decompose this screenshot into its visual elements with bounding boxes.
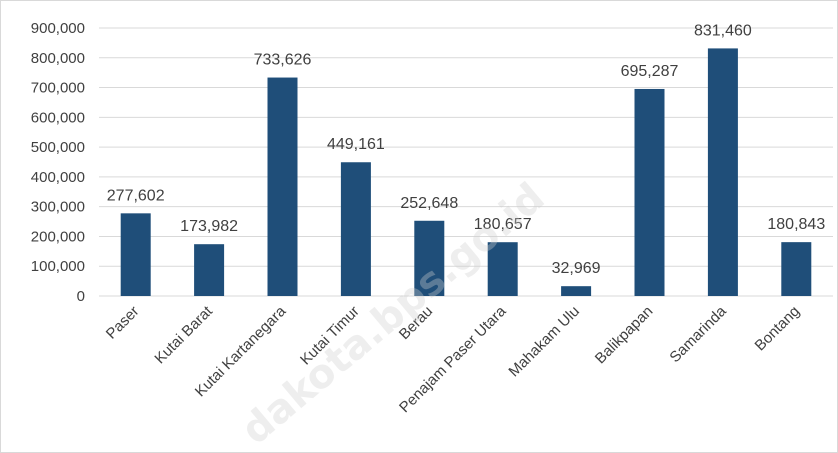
bar xyxy=(340,162,371,296)
y-tick-label: 300,000 xyxy=(31,199,85,216)
category-label: Kutai Barat xyxy=(151,302,216,367)
category-label: Samarinda xyxy=(666,302,730,366)
bar xyxy=(194,244,225,296)
bars xyxy=(120,48,812,297)
category-label: Bontang xyxy=(752,303,804,355)
data-label: 449,161 xyxy=(327,136,385,153)
data-label: 180,657 xyxy=(474,216,532,233)
bar xyxy=(120,213,151,296)
bar xyxy=(561,286,592,296)
bar xyxy=(781,242,812,296)
y-tick-label: 200,000 xyxy=(31,228,85,245)
y-tick-label: 700,000 xyxy=(31,80,85,97)
y-tick-label: 100,000 xyxy=(31,258,85,275)
y-axis-ticks: 0 100,000 200,000 300,000 400,000 500,000 600,… xyxy=(31,20,85,305)
data-label: 733,626 xyxy=(254,52,312,69)
bar xyxy=(267,77,298,296)
y-tick-label: 600,000 xyxy=(31,109,85,126)
y-tick-label: 500,000 xyxy=(31,139,85,156)
bar xyxy=(414,220,445,296)
y-tick-label: 900,000 xyxy=(31,20,85,37)
category-label: Mahakam Ulu xyxy=(505,303,582,380)
y-tick-label: 400,000 xyxy=(31,169,85,186)
data-label: 32,969 xyxy=(552,260,601,277)
bar xyxy=(634,88,665,296)
category-label: Paser xyxy=(103,303,143,343)
data-label: 277,602 xyxy=(107,187,165,204)
category-label: Balikpapan xyxy=(592,303,657,368)
data-label: 180,843 xyxy=(767,216,825,233)
y-tick-label: 800,000 xyxy=(31,50,85,67)
data-label: 252,648 xyxy=(400,195,458,212)
data-label: 173,982 xyxy=(180,218,238,235)
bar xyxy=(487,242,518,296)
y-tick-label: 0 xyxy=(77,288,85,305)
bar xyxy=(707,48,738,297)
data-label: 831,460 xyxy=(694,22,752,39)
data-labels: 277,602 173,982 733,626 449,161 252,648 180,6… xyxy=(107,22,826,277)
data-label: 695,287 xyxy=(621,63,679,80)
